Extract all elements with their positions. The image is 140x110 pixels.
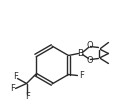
Text: F: F xyxy=(25,92,30,101)
Text: B: B xyxy=(77,49,84,58)
Text: O: O xyxy=(86,41,93,50)
Text: F: F xyxy=(10,84,15,93)
Text: F: F xyxy=(13,72,18,81)
Text: F: F xyxy=(80,71,84,80)
Text: O: O xyxy=(86,56,93,65)
